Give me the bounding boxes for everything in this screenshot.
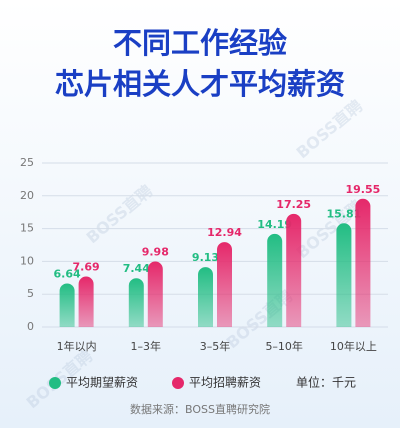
y-tick-label: 0 (27, 320, 34, 333)
x-tick-label: 3–5年 (200, 339, 231, 353)
y-tick-label: 10 (20, 254, 34, 267)
value-label: 14.19 (257, 218, 292, 231)
value-label: 19.55 (346, 183, 381, 196)
bar (128, 278, 144, 327)
unit: 单位：千元 (296, 375, 356, 390)
value-label: 12.94 (207, 226, 242, 239)
bar (147, 261, 163, 327)
y-tick-label: 5 (27, 287, 34, 300)
legend-label: 平均期望薪资 (66, 376, 138, 390)
x-tick-label: 10年以上 (330, 339, 377, 353)
bar (355, 198, 371, 327)
source: 数据来源：BOSS直聘研究院 (130, 402, 270, 416)
y-tick-label: 15 (20, 222, 34, 235)
value-label: 7.69 (73, 261, 100, 274)
bar (59, 283, 75, 327)
value-label: 17.25 (276, 198, 311, 211)
bar (198, 267, 213, 327)
chart-subtitle: 芯片相关人才平均薪资 (55, 67, 345, 101)
y-tick-label: 25 (20, 156, 34, 169)
bar (286, 213, 302, 327)
bar (78, 276, 94, 327)
x-tick-label: 1–3年 (131, 339, 162, 353)
value-label: 9.13 (192, 251, 219, 264)
bar (217, 242, 232, 327)
value-label: 6.64 (54, 267, 81, 280)
legend-swatch (172, 377, 184, 389)
legend-label: 平均招聘薪资 (189, 376, 261, 390)
value-label: 15.81 (327, 207, 362, 220)
chart-title: 不同工作经验 (113, 26, 287, 60)
value-label: 7.44 (123, 262, 150, 275)
bar (267, 233, 283, 327)
bar (336, 223, 352, 327)
x-tick-label: 5–10年 (265, 339, 303, 353)
legend-swatch (49, 377, 61, 389)
value-label: 9.98 (142, 246, 169, 259)
y-tick-label: 20 (20, 189, 34, 202)
x-tick-label: 1年以内 (57, 339, 97, 353)
